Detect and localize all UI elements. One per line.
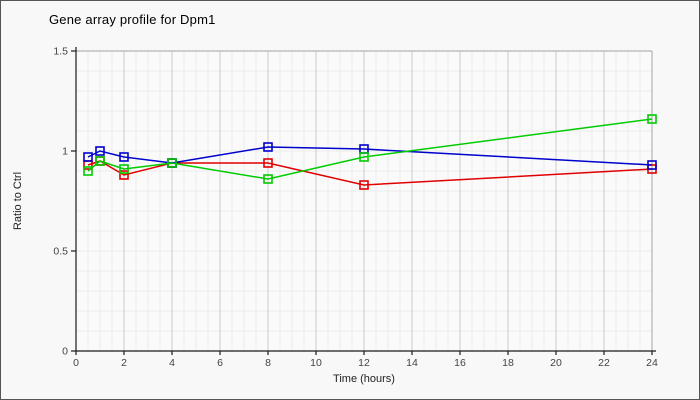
data-point-marker-red xyxy=(263,158,273,168)
data-point-marker-green xyxy=(119,164,129,174)
x-tick-label: 0 xyxy=(73,357,79,369)
data-point-marker-blue xyxy=(83,152,93,162)
x-tick-label: 10 xyxy=(310,357,322,369)
y-axis-title: Ratio to Ctrl xyxy=(12,172,24,230)
x-tick-label: 12 xyxy=(358,357,370,369)
x-axis-title: Time (hours) xyxy=(333,373,395,385)
chart-title: Gene array profile for Dpm1 xyxy=(49,12,216,27)
x-tick-label: 22 xyxy=(598,357,610,369)
data-point-marker-green xyxy=(359,152,369,162)
data-point-marker-green xyxy=(167,158,177,168)
x-tick-label: 8 xyxy=(265,357,271,369)
data-point-marker-blue xyxy=(647,160,657,170)
x-tick-label: 16 xyxy=(454,357,466,369)
series-line-green xyxy=(87,118,653,180)
x-tick-label: 6 xyxy=(217,357,223,369)
x-tick-label: 14 xyxy=(406,357,418,369)
y-tick-label: 1.5 xyxy=(53,46,68,58)
x-tick-label: 2 xyxy=(121,357,127,369)
data-point-marker-red xyxy=(119,170,129,180)
y-tick-label: 0 xyxy=(62,346,68,358)
data-point-marker-blue xyxy=(95,146,105,156)
x-tick-label: 20 xyxy=(550,357,562,369)
data-point-marker-blue xyxy=(263,142,273,152)
x-tick-label: 4 xyxy=(169,357,175,369)
y-tick-label: 1 xyxy=(62,146,68,158)
data-point-marker-green xyxy=(647,114,657,124)
x-tick-label: 18 xyxy=(502,357,514,369)
y-tick-label: 0.5 xyxy=(53,246,68,258)
data-point-marker-green xyxy=(95,156,105,166)
data-point-marker-red xyxy=(359,180,369,190)
x-tick-label: 24 xyxy=(646,357,658,369)
data-point-marker-green xyxy=(263,174,273,184)
data-point-marker-green xyxy=(83,166,93,176)
data-point-marker-blue xyxy=(119,152,129,162)
